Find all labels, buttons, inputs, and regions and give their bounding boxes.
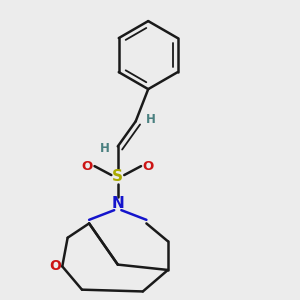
Text: O: O (82, 160, 93, 172)
Text: O: O (49, 260, 61, 273)
Text: H: H (146, 113, 156, 126)
Text: N: N (111, 196, 124, 211)
Text: S: S (112, 169, 123, 184)
Text: O: O (142, 160, 154, 172)
Text: H: H (100, 142, 110, 155)
